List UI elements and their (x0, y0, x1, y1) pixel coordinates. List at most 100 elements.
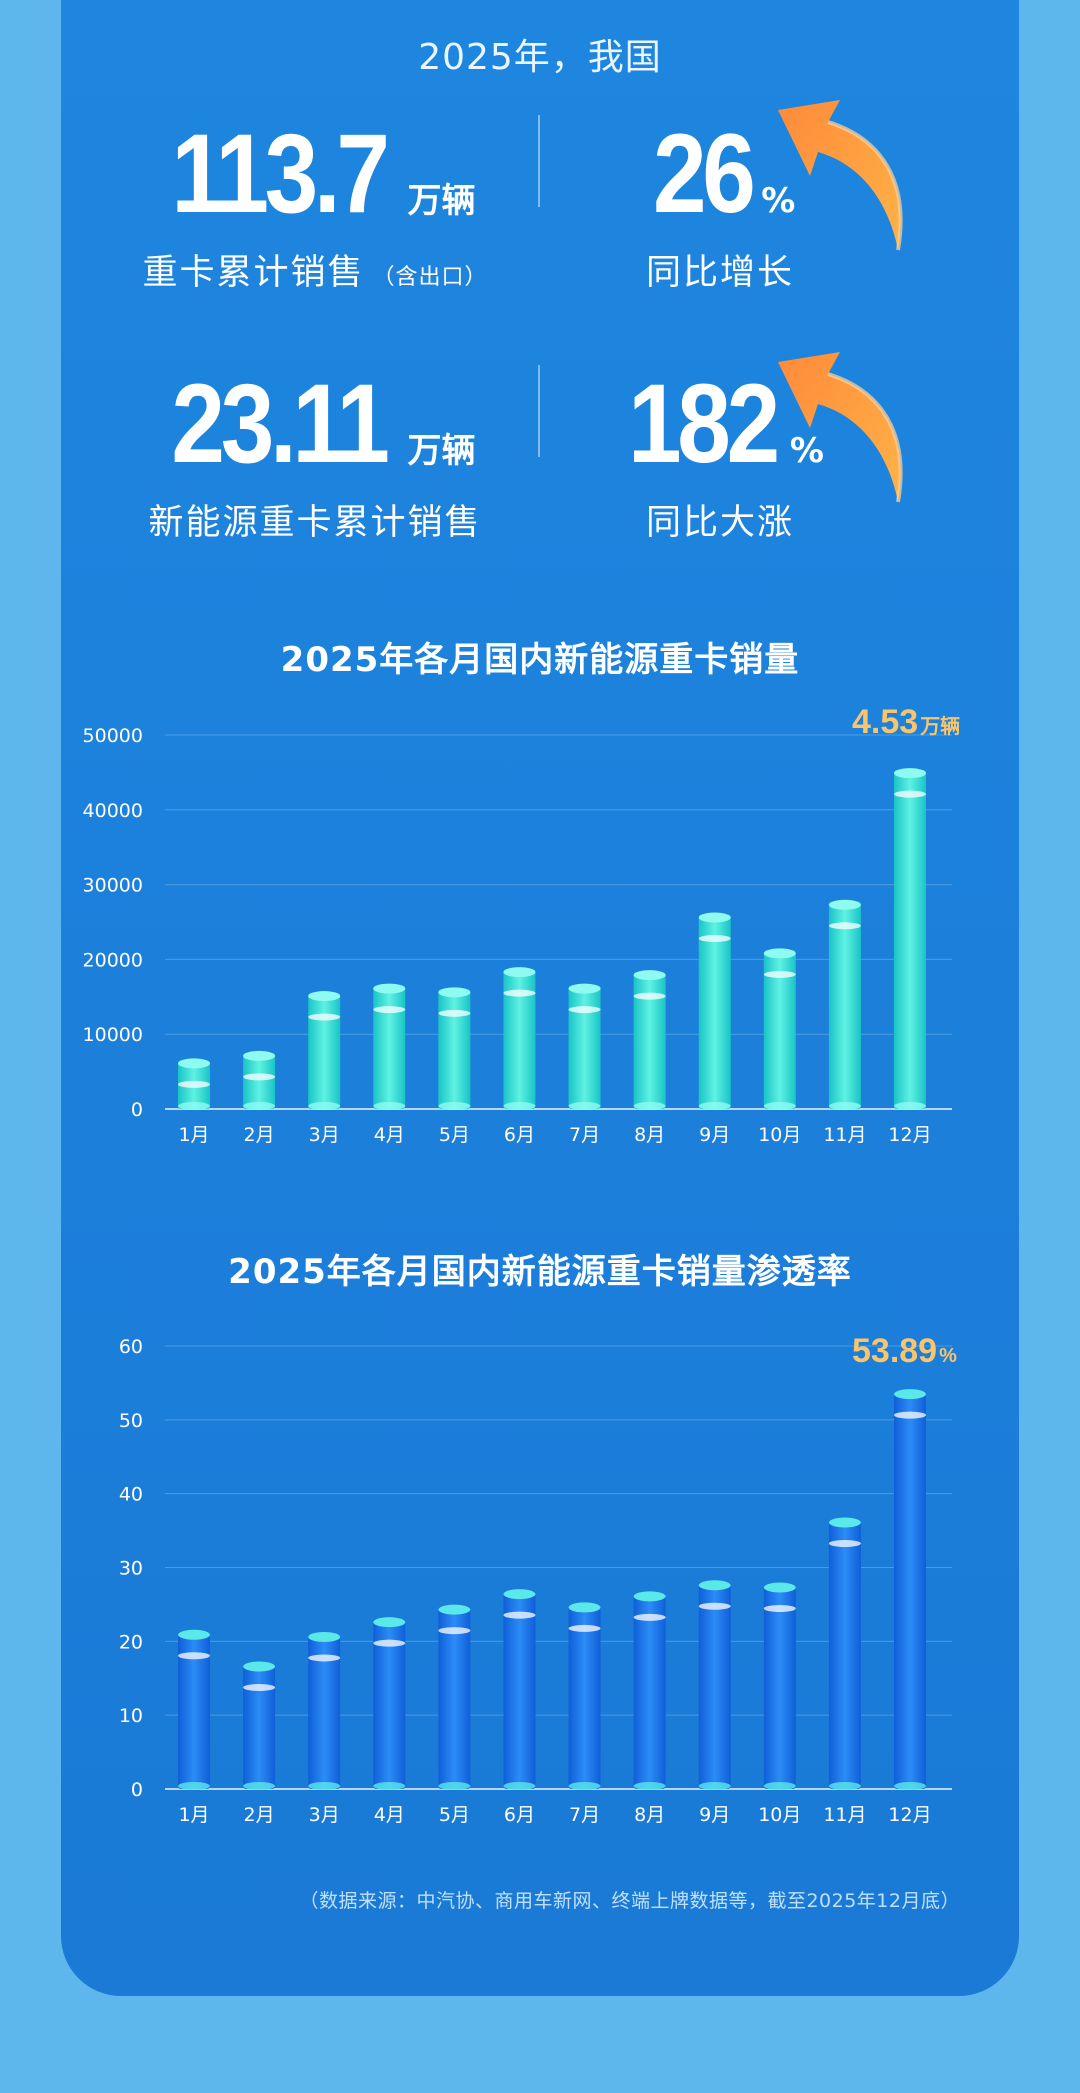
bar-base (178, 1102, 210, 1110)
bar (243, 1661, 276, 1790)
stat-label: 重卡累计销售 (142, 253, 365, 293)
bar (894, 768, 926, 1110)
stat-divider (538, 115, 540, 207)
data-source-note: （数据来源：中汽协、商用车新网、终端上牌数据等，截至2025年12月底） (299, 1890, 960, 1912)
bar (633, 970, 666, 1110)
bar-body (894, 1391, 926, 1789)
bar-cap (178, 1058, 210, 1069)
bar-base (763, 1782, 796, 1790)
bar-cap (828, 1517, 861, 1528)
penetration-callout: 53.89% (852, 1332, 957, 1371)
x-tick-label: 8月 (634, 1804, 665, 1826)
bar-ring (633, 992, 666, 1000)
stat-value: 26 (652, 111, 756, 236)
x-tick-label: 8月 (634, 1124, 665, 1146)
bar-base (568, 1782, 601, 1790)
bar-body (178, 1631, 210, 1789)
bar (503, 1589, 536, 1790)
stat-unit: 万辆 (407, 181, 476, 221)
bar-cap (243, 1661, 276, 1672)
bar-cap (438, 1604, 471, 1615)
bar-cap (763, 948, 796, 959)
bar-base (828, 1782, 861, 1790)
bar-base (568, 1102, 601, 1110)
bar-cap (243, 1050, 276, 1061)
bar-base (698, 1782, 731, 1790)
bar-base (308, 1782, 341, 1790)
y-tick-label: 10 (119, 1705, 143, 1727)
x-tick-label: 6月 (504, 1124, 535, 1146)
bar-ring (698, 1602, 731, 1610)
stat-nev-growth-rate: 182% 同比大涨 (600, 368, 840, 545)
bar (633, 1591, 666, 1790)
x-tick-label: 12月 (888, 1124, 931, 1146)
orange-curved-up-arrow-icon (778, 100, 903, 251)
bar-ring (308, 1654, 341, 1662)
bar-base (373, 1782, 406, 1790)
bar-body (503, 969, 536, 1109)
bar-ring (373, 1006, 406, 1014)
stat-unit: % (761, 181, 796, 221)
bar (438, 1604, 471, 1790)
bar-ring (503, 989, 536, 997)
bar-cap (828, 899, 861, 910)
x-tick-label: 1月 (178, 1804, 209, 1826)
bar (763, 948, 796, 1110)
stat-value: 23.11 (171, 361, 391, 486)
bar (828, 1517, 861, 1790)
bar-body (568, 985, 601, 1109)
stat-label: 同比增长 (645, 253, 794, 293)
bar-base (828, 1102, 861, 1110)
y-tick-label: 20000 (83, 949, 143, 971)
stat-divider (538, 365, 540, 457)
y-tick-label: 60 (119, 1336, 143, 1358)
bar-cap (894, 1389, 926, 1400)
stat-value: 182 (628, 361, 780, 486)
y-tick-label: 30 (119, 1558, 143, 1580)
bar-base (243, 1102, 276, 1110)
bar-cap (698, 912, 731, 923)
y-tick-label: 10000 (83, 1024, 143, 1046)
penetration-callout-value: 53.89 (852, 1332, 938, 1370)
bar-base (698, 1102, 731, 1110)
bar-cap (503, 967, 536, 978)
bar-ring (894, 790, 926, 798)
bar-cap (894, 768, 926, 779)
bar-ring (503, 1611, 536, 1619)
bar-body (763, 950, 796, 1109)
bar-ring (763, 1604, 796, 1612)
bar-cap (178, 1629, 210, 1640)
bar-body (828, 1519, 861, 1789)
sales-chart-title: 2025年各月国内新能源重卡销量 (280, 640, 800, 680)
bar-base (633, 1782, 666, 1790)
x-tick-label: 7月 (569, 1124, 600, 1146)
bar (763, 1582, 796, 1790)
bar-body (698, 914, 731, 1109)
bar-ring (763, 970, 796, 978)
bar (568, 1602, 601, 1790)
y-tick-label: 50 (119, 1410, 143, 1432)
sales-callout: 4.53 万辆 (852, 703, 960, 742)
bar (373, 1617, 406, 1790)
bar-cap (568, 1602, 601, 1613)
bar-base (894, 1102, 926, 1110)
stat-value: 113.7 (171, 111, 391, 236)
bar-base (178, 1782, 210, 1790)
x-tick-label: 12月 (888, 1804, 931, 1826)
x-tick-label: 4月 (374, 1124, 405, 1146)
y-tick-label: 20 (119, 1631, 143, 1653)
bar-base (373, 1102, 406, 1110)
bar-body (698, 1582, 731, 1789)
x-tick-label: 1月 (178, 1124, 209, 1146)
bar (503, 967, 536, 1110)
bar (438, 987, 471, 1110)
bar-ring (698, 935, 731, 943)
bar-cap (438, 987, 471, 998)
bar-body (373, 985, 406, 1109)
sales-callout-unit: 万辆 (920, 716, 961, 738)
bar-ring (243, 1683, 276, 1691)
y-tick-label: 50000 (83, 725, 143, 747)
bar-cap (373, 983, 406, 994)
bar-body (308, 993, 341, 1109)
x-tick-label: 5月 (439, 1804, 470, 1826)
